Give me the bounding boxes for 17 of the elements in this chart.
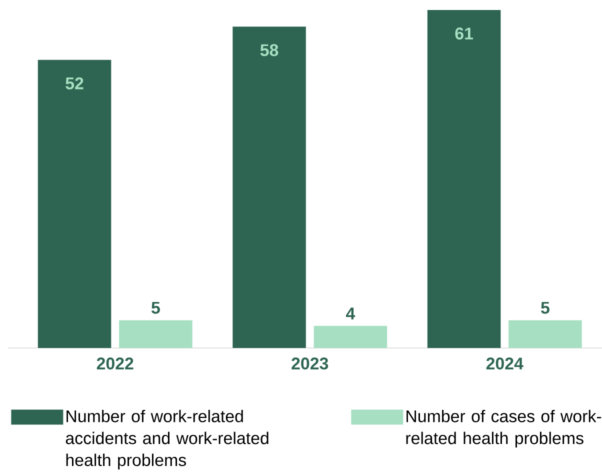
data-label: 4	[346, 308, 356, 320]
data-label: 5	[541, 302, 550, 314]
data-label: 52	[66, 77, 84, 90]
legend-label: Number of work-related accidents and work-related health problems	[66, 410, 268, 470]
data-label: 5	[152, 302, 160, 314]
bar	[508, 320, 582, 348]
bar	[38, 60, 112, 348]
data-label: 61	[455, 28, 473, 40]
x-tick-label: 2023	[292, 358, 328, 370]
bar	[119, 320, 192, 348]
legend-label: Number of cases of work-related health problems	[406, 410, 602, 448]
data-label: 58	[260, 44, 278, 56]
bar	[427, 10, 501, 348]
x-tick-label: 2024	[486, 358, 524, 370]
bar	[232, 26, 306, 348]
x-tick-label: 2022	[96, 358, 134, 370]
bar	[314, 326, 388, 348]
